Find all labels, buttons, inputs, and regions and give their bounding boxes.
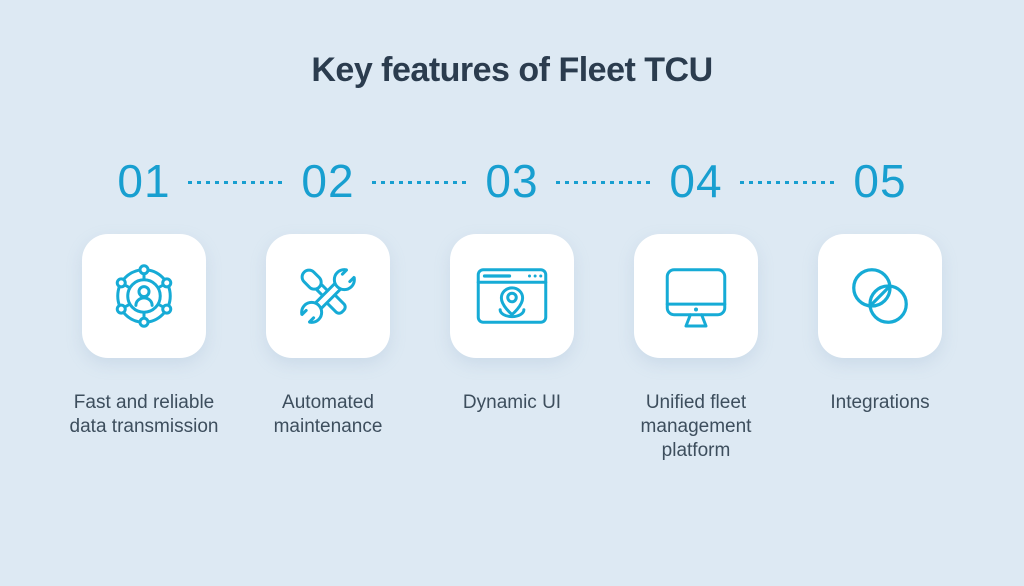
feature-label: Dynamic UI	[462, 392, 562, 413]
steps-row: 01 02 03 04 05	[52, 158, 972, 204]
feature-label: Unified fleet management platform	[640, 392, 752, 461]
step-number-01: 01	[117, 155, 171, 207]
feature-card	[450, 234, 574, 358]
step-number-03: 03	[485, 155, 539, 207]
dotted-connector	[556, 181, 652, 184]
feature-card	[82, 234, 206, 358]
feature-card	[266, 234, 390, 358]
dotted-connector	[188, 181, 284, 184]
browser-pin-icon	[476, 268, 548, 324]
feature-label: Automated maintenance	[273, 392, 383, 437]
feature-label: Fast and reliable data transmission	[69, 392, 219, 437]
network-user-icon	[115, 264, 173, 328]
feature-label: Integrations	[830, 392, 930, 413]
page-title: Key features of Fleet TCU	[311, 51, 713, 89]
feature-cards-row	[52, 234, 972, 358]
step-number-04: 04	[669, 155, 723, 207]
feature-card	[634, 234, 758, 358]
dotted-connector	[740, 181, 836, 184]
dotted-connector	[372, 181, 468, 184]
venn-diagram-icon	[852, 268, 908, 324]
step-number-05: 05	[853, 155, 907, 207]
monitor-icon	[665, 268, 727, 328]
tools-icon	[295, 263, 361, 329]
step-number-02: 02	[301, 155, 355, 207]
feature-labels-row: Fast and reliable data transmission Auto…	[52, 391, 972, 463]
feature-card	[818, 234, 942, 358]
